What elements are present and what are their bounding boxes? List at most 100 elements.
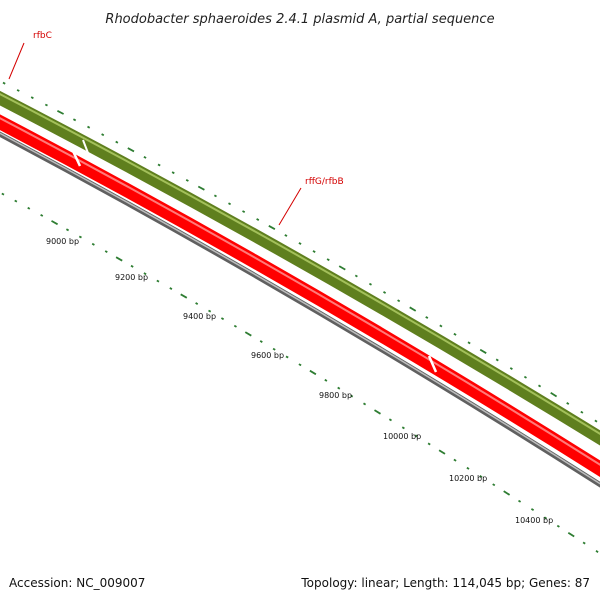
- minor-tick: [326, 258, 330, 262]
- major-tick: [127, 147, 135, 153]
- minor-tick: [543, 516, 547, 520]
- minor-tick: [65, 228, 70, 232]
- major-tick: [115, 256, 123, 262]
- minor-tick: [220, 317, 225, 321]
- topology-text: Topology: linear; Length: 114,045 bp; Ge…: [301, 576, 590, 590]
- ruler-label: 10200 bp: [449, 474, 487, 483]
- minor-tick: [213, 194, 217, 198]
- gene-label-rfbc: rfbC: [33, 31, 52, 41]
- major-tick: [197, 185, 205, 191]
- gene-boundary-reverse: [71, 150, 82, 167]
- minor-tick: [594, 419, 598, 423]
- gene-boundary-reverse: [427, 355, 438, 373]
- minor-tick: [312, 250, 316, 253]
- minor-tick: [285, 355, 289, 359]
- minor-tick: [298, 363, 302, 367]
- minor-tick: [556, 524, 560, 528]
- accession-text: Accession: NC_009007: [9, 576, 146, 590]
- minor-tick: [228, 202, 232, 206]
- minor-tick: [87, 125, 91, 129]
- minor-tick: [368, 282, 372, 286]
- major-tick: [268, 225, 276, 230]
- minor-tick: [509, 367, 513, 371]
- minor-tick: [143, 272, 147, 276]
- minor-tick: [453, 332, 457, 336]
- sequence-backbone: [0, 131, 600, 488]
- minor-tick: [242, 210, 246, 213]
- major-tick: [244, 331, 252, 337]
- minor-tick: [397, 299, 401, 303]
- minor-tick: [523, 375, 527, 379]
- sequence-backbone-highlight: [0, 132, 600, 485]
- major-tick: [56, 110, 65, 115]
- ruler-label: 9200 bp: [115, 273, 148, 282]
- gene-callout-line: [8, 42, 25, 80]
- minor-tick: [414, 434, 418, 438]
- minor-tick: [439, 324, 443, 328]
- major-tick: [51, 220, 59, 226]
- minor-tick: [388, 418, 392, 422]
- minor-tick: [169, 287, 173, 290]
- ruler-label: 9600 bp: [251, 351, 284, 360]
- minor-tick: [78, 235, 82, 239]
- map-title: Rhodobacter sphaeroides 2.4.1 plasmid A,…: [105, 12, 494, 27]
- minor-tick: [30, 96, 34, 100]
- lower-tick-marks: [1, 192, 599, 553]
- ruler-label: 9800 bp: [319, 391, 352, 400]
- reverse-track: [0, 114, 600, 477]
- major-tick: [503, 490, 511, 496]
- ruler-label: 10000 bp: [383, 432, 421, 441]
- minor-tick: [467, 341, 471, 345]
- minor-tick: [479, 475, 483, 478]
- minor-tick: [427, 442, 431, 446]
- minor-tick: [259, 340, 263, 343]
- minor-tick: [495, 358, 499, 362]
- upper-tick-marks: [2, 81, 598, 423]
- minor-tick: [44, 103, 48, 107]
- major-tick: [180, 293, 188, 299]
- minor-tick: [566, 402, 570, 405]
- minor-tick: [72, 118, 77, 122]
- minor-tick: [272, 347, 276, 351]
- major-tick: [550, 392, 558, 398]
- minor-tick: [401, 426, 405, 430]
- minor-tick: [143, 156, 147, 159]
- minor-tick: [518, 499, 522, 503]
- forward-track: [0, 90, 600, 446]
- minor-tick: [2, 81, 6, 85]
- minor-tick: [14, 199, 18, 203]
- minor-tick: [492, 483, 496, 487]
- ruler-label: 9000 bp: [46, 237, 79, 246]
- minor-tick: [233, 324, 237, 328]
- minor-tick: [104, 250, 108, 253]
- minor-tick: [580, 410, 584, 414]
- minor-tick: [425, 316, 429, 319]
- major-tick: [479, 348, 487, 354]
- minor-tick: [350, 394, 354, 398]
- minor-tick: [324, 378, 328, 382]
- minor-tick: [40, 214, 44, 217]
- minor-tick: [453, 458, 457, 462]
- major-tick: [567, 531, 575, 538]
- major-tick: [438, 449, 446, 455]
- minor-tick: [27, 206, 31, 210]
- minor-tick: [16, 89, 20, 92]
- major-tick: [409, 306, 417, 312]
- minor-tick: [298, 242, 302, 245]
- minor-tick: [582, 541, 586, 545]
- minor-tick: [195, 302, 199, 305]
- minor-tick: [466, 466, 470, 470]
- minor-tick: [284, 234, 288, 237]
- major-tick: [374, 409, 381, 415]
- minor-tick: [530, 508, 535, 511]
- minor-tick: [256, 218, 260, 221]
- gene-callout-line: [278, 187, 302, 226]
- gene-label-rffg-rfbb: rffG/rfbB: [305, 177, 344, 187]
- minor-tick: [595, 550, 599, 553]
- gene-boundary-forward: [82, 139, 89, 154]
- minor-tick: [363, 402, 367, 406]
- major-tick: [309, 369, 317, 376]
- minor-tick: [157, 163, 161, 167]
- minor-tick: [91, 242, 95, 246]
